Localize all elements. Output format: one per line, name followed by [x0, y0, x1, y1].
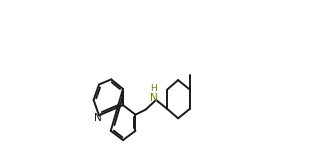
Text: N: N [94, 113, 101, 123]
Text: H: H [150, 84, 157, 93]
Text: N: N [150, 93, 158, 103]
